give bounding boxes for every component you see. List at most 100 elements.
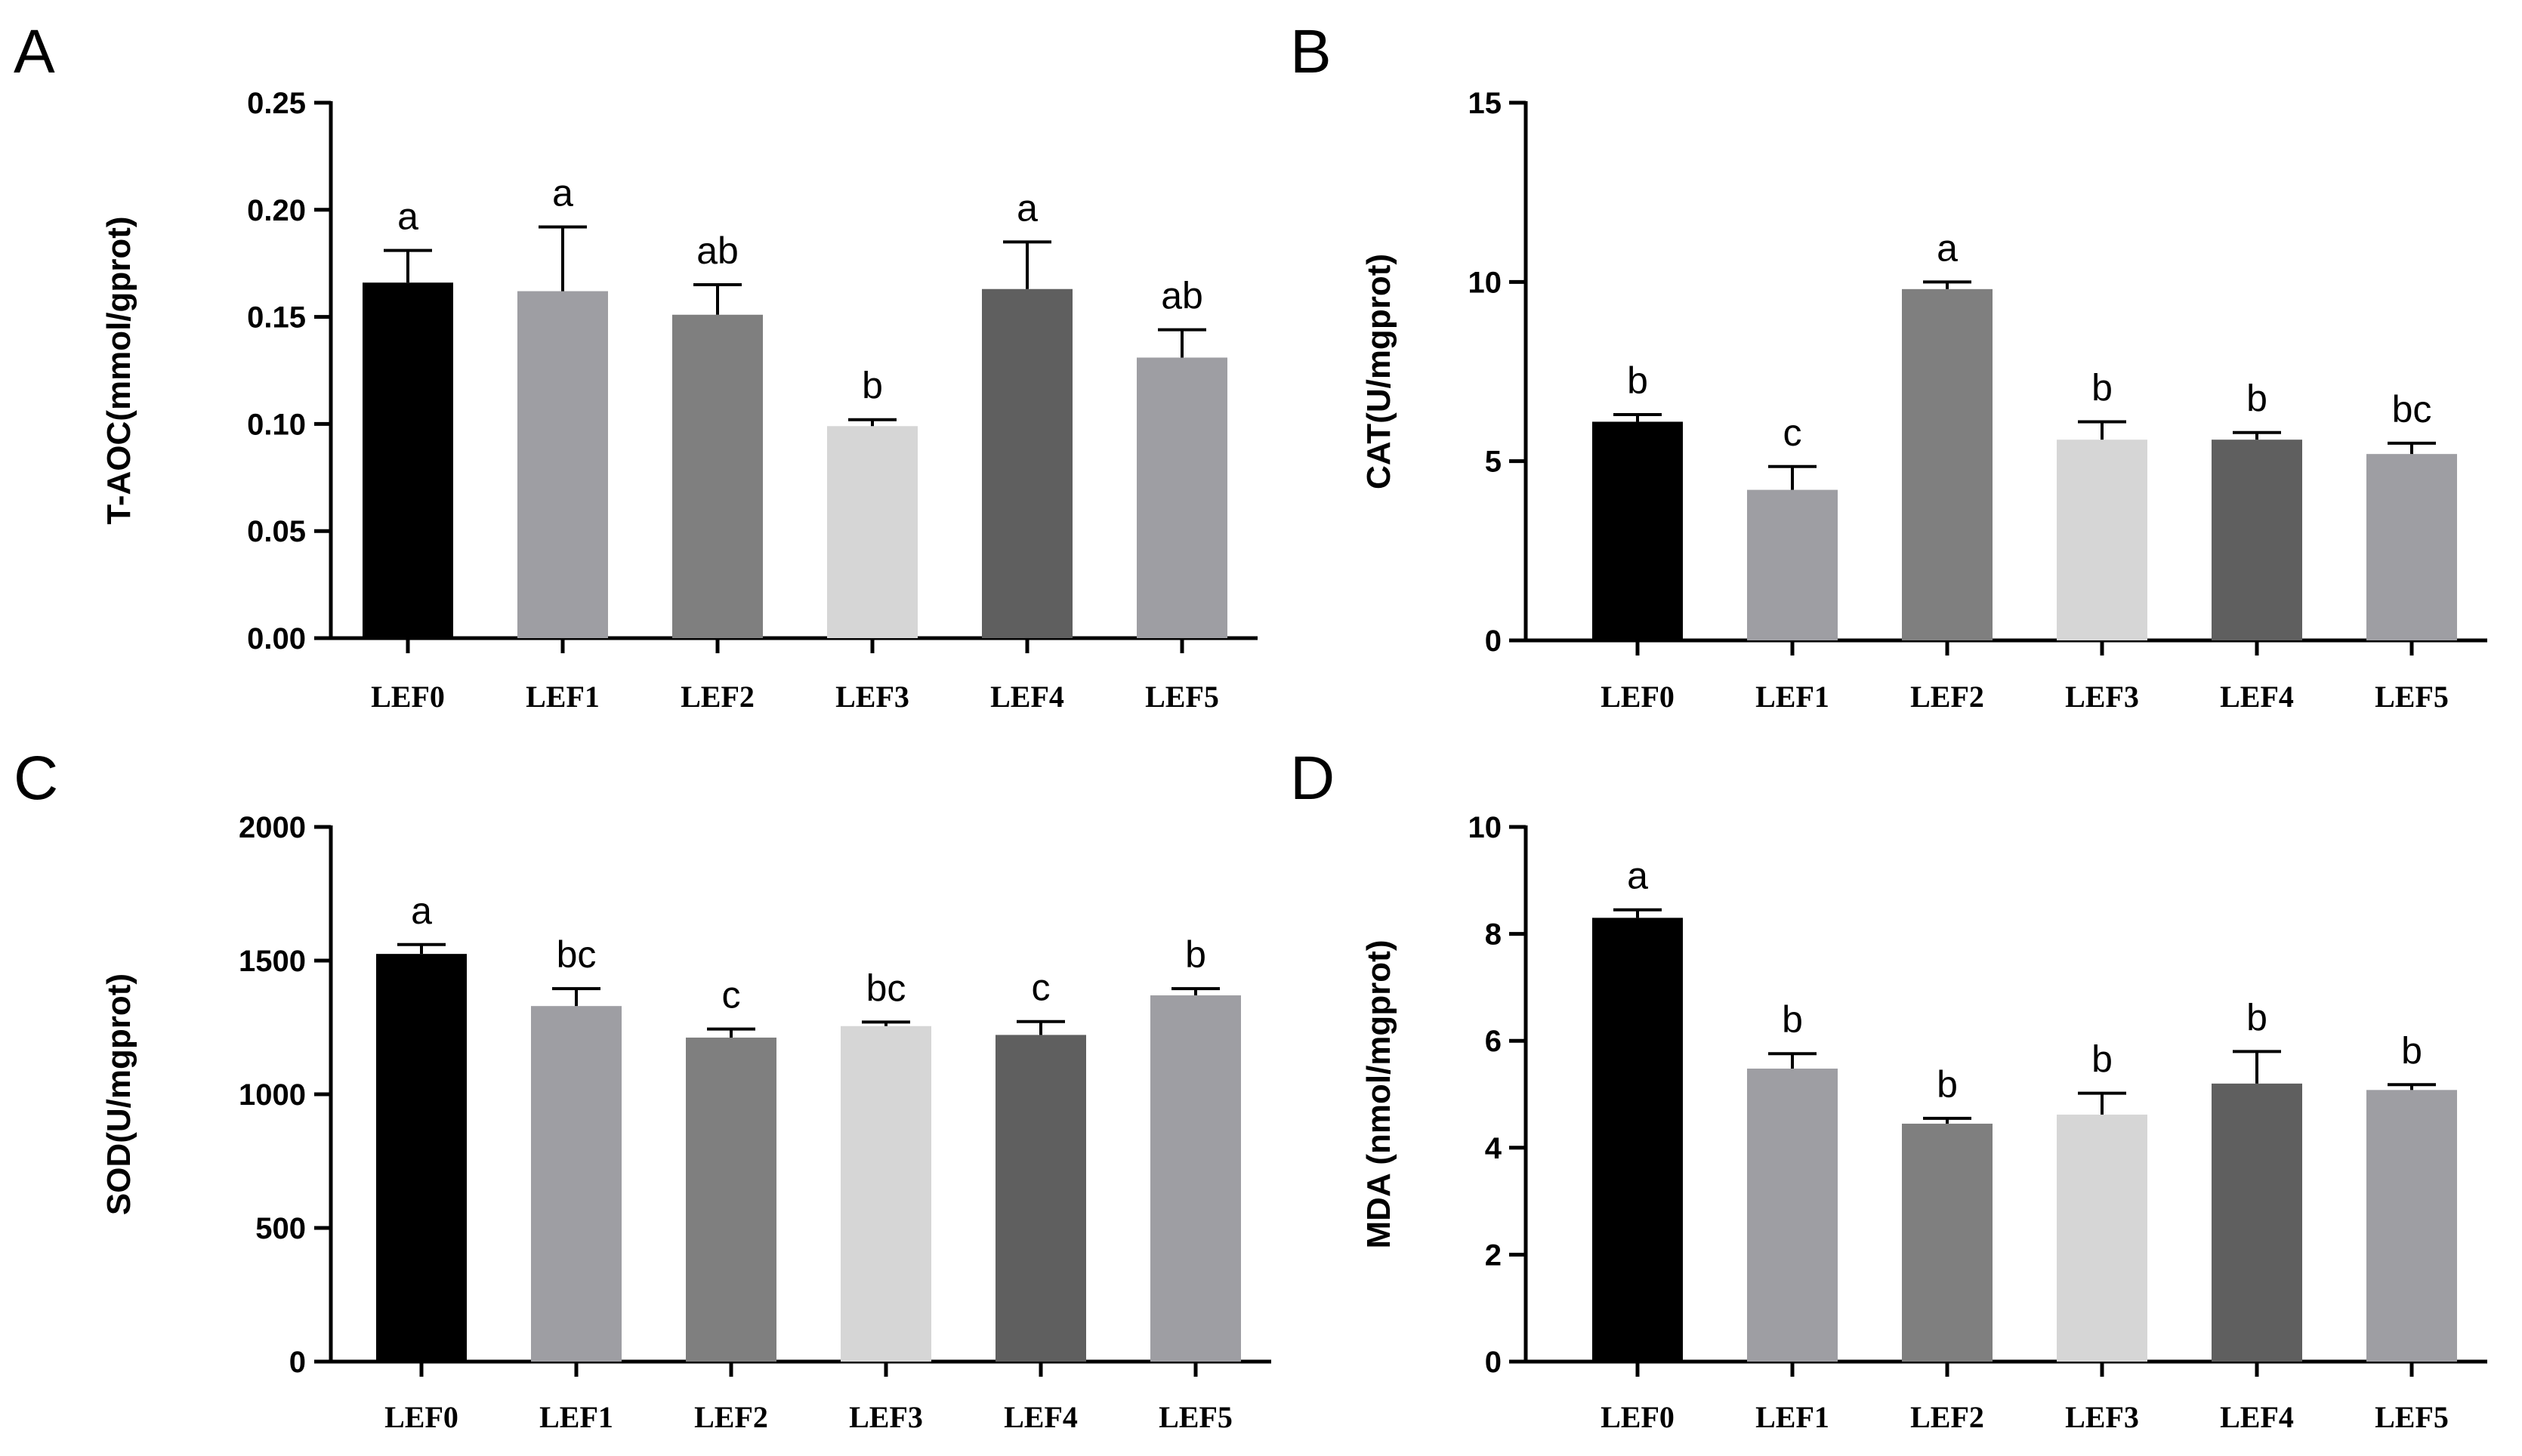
panel-b: B CAT(U/mgprot) 0 5 10 15 b LEF0 c LEF1 a LEF2 b LEF3… [1290, 17, 2487, 714]
x-tick-label: LEF3 [849, 1400, 923, 1434]
x-tick-label: LEF2 [1910, 1400, 1984, 1434]
significance-label: bc [557, 933, 597, 976]
bar-lef2 [672, 314, 763, 638]
bar-lef3 [2057, 1114, 2147, 1362]
y-tick-label: 2 [1485, 1239, 1502, 1272]
significance-label: bc [2392, 388, 2432, 430]
y-tick-label: 6 [1485, 1025, 1502, 1058]
bar-lef5 [1150, 995, 1241, 1362]
bar-lef2 [1902, 1123, 1993, 1362]
y-tick-label: 15 [1468, 87, 1502, 120]
significance-label: c [1032, 967, 1051, 1009]
significance-label: b [2401, 1029, 2422, 1072]
significance-label: b [1782, 998, 1803, 1041]
bar-lef1 [531, 1006, 622, 1362]
x-tick-label: LEF5 [1145, 680, 1219, 714]
x-tick-label: LEF0 [1601, 680, 1675, 714]
significance-label: b [1937, 1063, 1958, 1106]
x-tick-label: LEF1 [1755, 1400, 1829, 1434]
panel-letter: B [1290, 17, 1332, 86]
x-tick-label: LEF5 [2375, 1400, 2449, 1434]
y-tick-label: 10 [1468, 266, 1502, 299]
x-tick-label: LEF4 [1004, 1400, 1078, 1434]
x-tick-label: LEF4 [2220, 680, 2294, 714]
significance-label: b [2091, 1038, 2113, 1081]
panel-letter: A [14, 17, 55, 86]
bar-lef3 [2057, 440, 2147, 640]
bar-lef1 [1747, 1069, 1838, 1362]
x-tick-label: LEF5 [2375, 680, 2449, 714]
panel-a: A T-AOC(mmol/gprot) 0.00 0.05 0.10 0.15 0.20 0.… [14, 17, 1258, 714]
y-axis-title: CAT(U/mgprot) [1360, 254, 1397, 489]
significance-label: b [2246, 378, 2267, 420]
x-tick-label: LEF0 [384, 1400, 458, 1434]
significance-label: a [552, 171, 573, 214]
bar-lef0 [1592, 421, 1683, 640]
significance-label: b [862, 365, 883, 407]
y-tick-label: 5 [1485, 446, 1502, 479]
x-tick-label: LEF2 [681, 680, 755, 714]
bar-lef5 [2366, 1090, 2457, 1362]
bar-lef0 [376, 954, 467, 1362]
x-tick-label: LEF5 [1159, 1400, 1233, 1434]
y-tick-label: 4 [1485, 1132, 1502, 1165]
panel-d: D MDA (nmol/mgprot) 0 2 4 6 8 10 a LEF0 b LEF1 b LEF2… [1290, 744, 2487, 1434]
significance-label: c [1783, 412, 1802, 454]
significance-label: b [1627, 359, 1648, 402]
bar-lef5 [2366, 454, 2457, 640]
y-tick-label: 500 [255, 1212, 306, 1245]
bar-lef2 [686, 1037, 776, 1362]
y-tick-label: 1000 [239, 1078, 306, 1112]
x-tick-label: LEF3 [2065, 680, 2139, 714]
x-tick-label: LEF2 [694, 1400, 768, 1434]
y-tick-label: 0.05 [247, 515, 306, 548]
y-axis-title: SOD(U/mgprot) [100, 973, 137, 1215]
y-axis-title: MDA (nmol/mgprot) [1360, 940, 1397, 1249]
bar-lef0 [363, 282, 453, 638]
y-tick-label: 0 [289, 1346, 306, 1379]
bar-lef0 [1592, 918, 1683, 1362]
y-tick-label: 2000 [239, 811, 306, 844]
x-tick-label: LEF4 [990, 680, 1064, 714]
bar-lef3 [841, 1026, 931, 1362]
y-tick-label: 1500 [239, 945, 306, 978]
y-tick-label: 0 [1485, 1346, 1502, 1379]
significance-label: a [1017, 187, 1038, 229]
y-tick-label: 0 [1485, 625, 1502, 658]
y-tick-label: 0.20 [247, 194, 306, 227]
panel-letter: D [1290, 744, 1335, 813]
x-tick-label: LEF0 [1601, 1400, 1675, 1434]
significance-label: a [1937, 227, 1958, 269]
y-tick-label: 0.00 [247, 622, 306, 656]
significance-label: bc [866, 967, 906, 1009]
bar-lef1 [1747, 489, 1838, 640]
significance-label: b [2246, 996, 2267, 1038]
x-tick-label: LEF1 [539, 1400, 613, 1434]
significance-label: b [1185, 933, 1206, 976]
bar-lef1 [517, 291, 608, 638]
significance-label: a [411, 890, 432, 932]
panel-c: CSOD(U/mgprot)0500100015002000aLEF0bcLEF… [14, 744, 1271, 1434]
bar-lef2 [1902, 288, 1993, 640]
y-tick-label: 0.10 [247, 408, 306, 441]
y-tick-label: 10 [1468, 811, 1502, 844]
x-tick-label: LEF2 [1910, 680, 1984, 714]
x-tick-label: LEF4 [2220, 1400, 2294, 1434]
significance-label: a [397, 196, 418, 238]
x-tick-label: LEF3 [835, 680, 909, 714]
x-tick-label: LEF1 [526, 680, 600, 714]
y-tick-label: 0.25 [247, 87, 306, 120]
bar-lef5 [1137, 357, 1227, 638]
significance-label: c [722, 974, 741, 1016]
significance-label: a [1627, 855, 1648, 897]
bar-lef4 [996, 1035, 1086, 1362]
significance-label: b [2091, 366, 2113, 409]
bar-lef3 [827, 426, 918, 638]
panel-letter: C [14, 744, 58, 813]
x-tick-label: LEF3 [2065, 1400, 2139, 1434]
x-tick-label: LEF1 [1755, 680, 1829, 714]
bar-lef4 [982, 288, 1073, 638]
y-tick-label: 8 [1485, 918, 1502, 952]
y-tick-label: 0.15 [247, 301, 306, 335]
